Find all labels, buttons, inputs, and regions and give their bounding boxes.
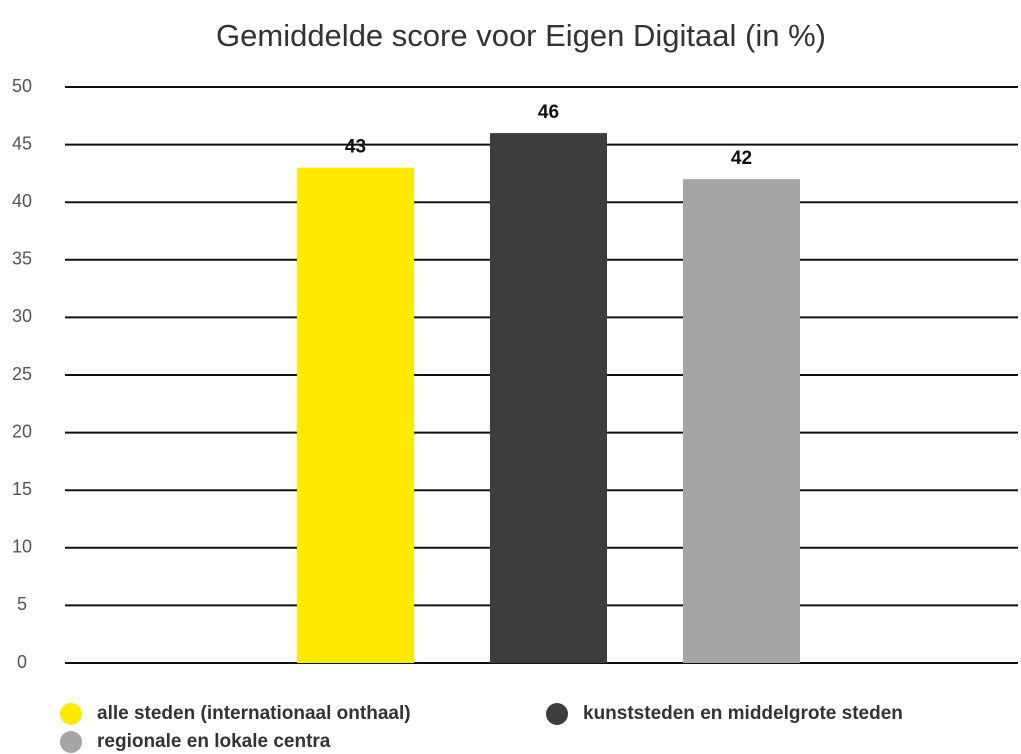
y-tick-label: 30 (12, 306, 32, 326)
y-tick-label: 45 (12, 133, 32, 153)
y-tick-label: 5 (17, 594, 27, 614)
y-tick-label: 35 (12, 249, 32, 269)
y-tick-label: 10 (12, 537, 32, 557)
legend-label: alle steden (internationaal onthaal) (97, 703, 411, 724)
legend-marker (60, 731, 82, 753)
legend-label: regionale en lokale centra (97, 731, 331, 752)
legend-marker (546, 703, 568, 725)
y-tick-label: 50 (12, 76, 32, 96)
chart-title: Gemiddelde score voor Eigen Digitaal (in… (216, 18, 826, 53)
y-tick-label: 40 (12, 191, 32, 211)
data-label: 43 (345, 137, 366, 158)
data-label: 42 (731, 148, 752, 169)
bar (683, 179, 800, 663)
legend-label: kunststeden en middelgrote steden (583, 703, 903, 724)
data-label: 46 (538, 102, 559, 123)
legend-marker (60, 703, 82, 725)
y-tick-label: 20 (12, 421, 32, 441)
bar (490, 133, 607, 663)
y-tick-label: 15 (12, 479, 32, 499)
bar (297, 167, 414, 663)
y-tick-label: 0 (17, 652, 27, 672)
y-tick-label: 25 (12, 364, 32, 384)
